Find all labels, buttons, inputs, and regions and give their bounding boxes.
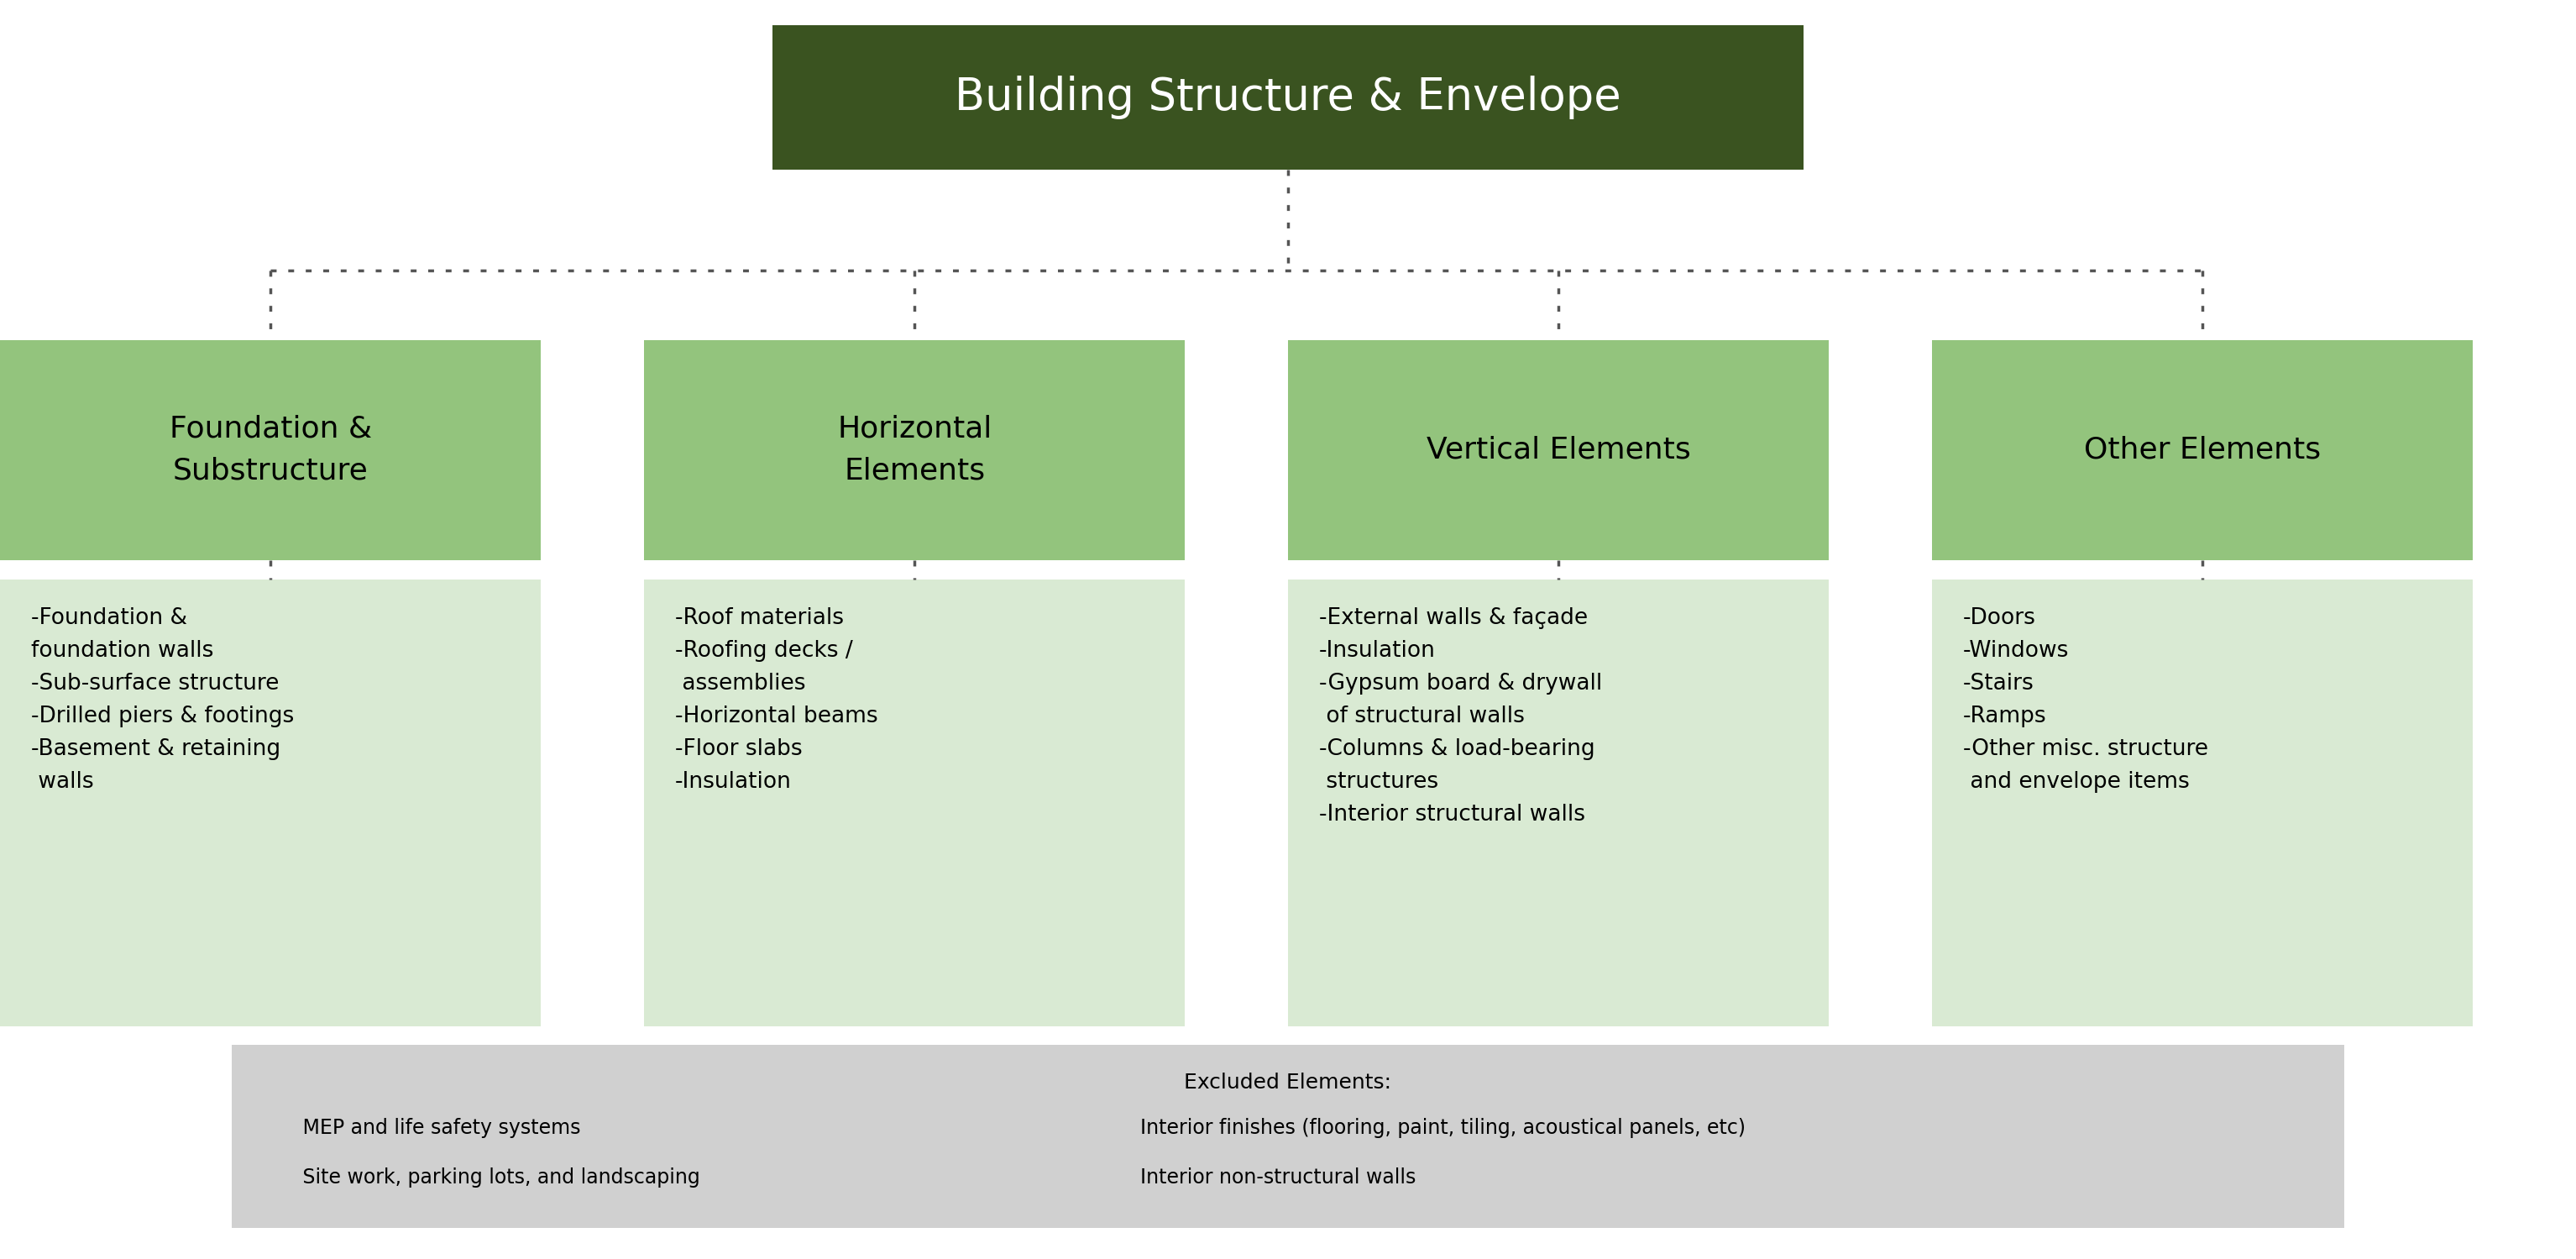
Bar [0,579,541,1026]
Bar [773,25,1803,170]
Text: Interior finishes (flooring, paint, tiling, acoustical panels, etc): Interior finishes (flooring, paint, tili… [1141,1118,1747,1138]
Bar [1932,579,2473,1026]
Text: Building Structure & Envelope: Building Structure & Envelope [956,76,1620,120]
Text: Vertical Elements: Vertical Elements [1427,436,1690,465]
Text: -Roof materials
-Roofing decks /
 assemblies
-Horizontal beams
-Floor slabs
-Ins: -Roof materials -Roofing decks / assembl… [675,607,878,792]
Bar [0,340,541,560]
Bar [644,579,1185,1026]
Text: Interior non-structural walls: Interior non-structural walls [1141,1167,1417,1187]
Text: MEP and life safety systems: MEP and life safety systems [296,1118,580,1138]
Text: -Foundation &
foundation walls
-Sub-surface structure
-Drilled piers & footings
: -Foundation & foundation walls -Sub-surf… [31,607,294,792]
Bar [1288,340,1829,560]
Text: Excluded Elements:: Excluded Elements: [1185,1073,1391,1093]
Text: -Doors
-Windows
-Stairs
-Ramps
-Other misc. structure
 and envelope items: -Doors -Windows -Stairs -Ramps -Other mi… [1963,607,2208,792]
Text: Horizontal
Elements: Horizontal Elements [837,414,992,486]
Bar [1288,579,1829,1026]
Text: -External walls & façade
-Insulation
-Gypsum board & drywall
 of structural wall: -External walls & façade -Insulation -Gy… [1319,607,1602,825]
Bar [232,1045,2344,1228]
Text: Other Elements: Other Elements [2084,436,2321,465]
Bar [1932,340,2473,560]
Text: Foundation &
Substructure: Foundation & Substructure [170,414,371,486]
Text: Site work, parking lots, and landscaping: Site work, parking lots, and landscaping [296,1167,701,1187]
Bar [644,340,1185,560]
